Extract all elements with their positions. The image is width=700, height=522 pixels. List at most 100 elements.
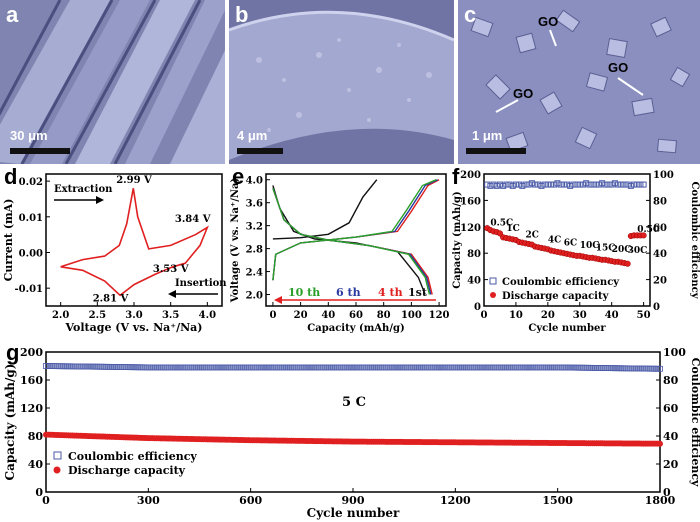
scale-text-c: 1 μm (472, 128, 503, 143)
legend-ce-marker (489, 277, 497, 285)
x-tick-label: 2.0 (52, 310, 69, 321)
cycle-label: 10 th (288, 286, 320, 299)
ce-point (627, 182, 634, 189)
y-tick-label: 0.00 (19, 248, 43, 259)
rate-label: 0.5C (490, 218, 513, 228)
y-axis-label: Capacity (mAh/g) (3, 364, 17, 481)
x-tick-label: 50 (637, 310, 651, 321)
peak-label: 3.84 V (175, 214, 211, 225)
peak-label: 2.81 V (93, 294, 129, 305)
ce-point (657, 365, 663, 372)
y-tick-label: -0.01 (14, 284, 43, 295)
x-tick-label: 1200 (440, 494, 471, 507)
x-tick-label: 1500 (542, 494, 573, 507)
capacity-point (624, 260, 631, 267)
y-right-tick-label: 20 (653, 276, 667, 287)
cycle-arrowhead (274, 296, 282, 304)
y-right-axis-label: Coulombic efficiency (689, 358, 700, 487)
ce-point (557, 181, 564, 188)
x-axis-label: Cycle number (528, 323, 606, 334)
x-tick-label: 60 (349, 310, 363, 321)
x-tick-label: 10 (509, 310, 523, 321)
ce-point (516, 181, 523, 188)
y-axis-label: Voltage (V vs. Na⁺/Na) (230, 178, 241, 304)
graphene-texture-c (458, 0, 700, 164)
y-tick-label: 200 (20, 346, 43, 359)
ce-point (615, 181, 622, 188)
x-tick-label: 120 (429, 310, 450, 321)
go-label-2: GO (608, 60, 629, 75)
go-label-3: GO (513, 86, 534, 101)
y-tick-label: 0.02 (19, 177, 43, 188)
y-tick-label: 40 (467, 276, 481, 287)
legend-capacity-marker (490, 292, 496, 298)
y-right-tick-label: 80 (663, 374, 679, 387)
legend-capacity-label: Discharge capacity (68, 464, 186, 477)
legend-capacity-marker (53, 466, 61, 474)
scale-bar-c (466, 148, 526, 154)
x-tick-label: 0 (481, 310, 488, 321)
fiber-texture-b (229, 0, 454, 164)
insertion-arrowhead (168, 290, 176, 298)
x-tick-label: 40 (605, 310, 619, 321)
sem-image-a: a 30 μm (0, 0, 225, 164)
curve-charge (272, 179, 437, 281)
y-right-tick-label: 40 (663, 430, 679, 443)
ce-point (570, 181, 577, 188)
x-tick-label: 30 (573, 310, 587, 321)
y-tick-label: 2.4 (246, 268, 263, 279)
ce-point (538, 182, 545, 189)
ce-point (509, 182, 516, 189)
y-axis-label: Capacity (mAh/g) (452, 191, 463, 288)
panel-label-b: b (235, 2, 249, 27)
rate-label: 1C (506, 224, 519, 234)
ce-point (564, 181, 570, 188)
panel-label-d: d (4, 164, 18, 189)
cv-curve (60, 188, 209, 297)
capacity-point (496, 230, 504, 237)
rate-annotation: 5 C (342, 395, 366, 410)
ce-point (621, 181, 628, 188)
y-tick-label: 3.2 (246, 222, 263, 233)
ce-point (634, 181, 641, 188)
ce-point (544, 181, 551, 188)
y-tick-label: 0 (474, 302, 481, 313)
x-tick-label: 20 (541, 310, 555, 321)
legend-ce-label: Coulombic efficiency (502, 277, 620, 288)
x-tick-label: 900 (342, 494, 365, 507)
ce-point (611, 180, 618, 187)
y-tick-label: 4.0 (246, 176, 263, 187)
ce-point (560, 181, 567, 188)
chart-cv: 2.0 2.5 3.0 3.5 4.0 -0.01 0.00 0.01 0.02 Voltage … (2, 173, 227, 334)
y-tick-label: 80 (467, 249, 481, 260)
y-tick-label: 0.01 (19, 213, 43, 224)
x-tick-label: 2.5 (89, 310, 106, 321)
ce-point (500, 182, 507, 189)
ce-point (490, 181, 497, 188)
ce-point (532, 181, 539, 188)
extraction-label: Extraction (54, 184, 113, 195)
y-right-tick-label: 60 (653, 223, 667, 234)
curve-discharge (272, 188, 431, 295)
x-tick-label: 300 (137, 494, 160, 507)
ce-point (493, 182, 500, 189)
y-right-tick-label: 0 (663, 486, 671, 499)
y-right-tick-label: 20 (663, 458, 679, 471)
x-axis-label: Capacity (mAh/g) (307, 323, 404, 334)
ce-point (573, 181, 580, 188)
ce-point (484, 181, 491, 188)
legend-capacity-label: Discharge capacity (502, 291, 610, 302)
chart-charge-discharge: 0 20 40 60 80 100 120 2.0 2.4 2.8 3.2 3.6 4.0 Capacit… (230, 173, 450, 334)
curve-discharge (272, 188, 433, 295)
ce-point (554, 180, 561, 187)
cycle-label: 1st (408, 286, 428, 299)
extraction-arrowhead (96, 196, 104, 204)
x-tick-label: 0 (42, 494, 50, 507)
x-tick-label: 4.0 (199, 310, 216, 321)
y-tick-label: 120 (20, 402, 43, 415)
y-right-tick-label: 40 (653, 249, 667, 260)
ce-point (528, 180, 535, 187)
plot-frame (483, 173, 651, 307)
ce-point (519, 182, 526, 189)
ce-point (631, 181, 638, 188)
